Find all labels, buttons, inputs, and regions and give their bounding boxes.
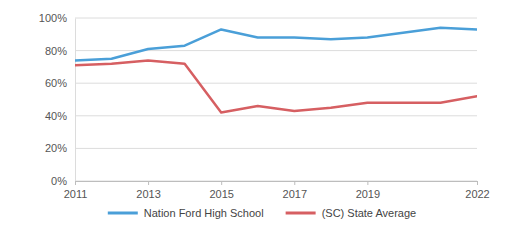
- y-tick-label: 60%: [45, 77, 67, 89]
- legend-label: (SC) State Average: [322, 207, 417, 219]
- x-axis: 2011 2013 2015 2017 2019 2022: [64, 181, 490, 200]
- x-tick-label: 2015: [209, 188, 233, 200]
- legend-swatch: [286, 212, 316, 215]
- x-tick-label: 2022: [465, 188, 489, 200]
- series-line: [75, 28, 477, 61]
- y-tick: 100%: [39, 12, 75, 24]
- grid-line: [75, 115, 477, 116]
- y-tick: 80%: [45, 45, 75, 57]
- y-tick-label: 40%: [45, 110, 67, 122]
- grid-line: [75, 83, 477, 84]
- legend-item: (SC) State Average: [286, 207, 417, 219]
- x-tick-label: 2013: [136, 188, 160, 200]
- x-tick-mark: [221, 181, 222, 185]
- y-tick: 40%: [45, 110, 75, 122]
- x-tick: 2015: [209, 181, 233, 200]
- y-tick-label: 100%: [39, 12, 67, 24]
- legend-swatch: [108, 212, 138, 215]
- plot: 0%20%40%60%80%100%2011201320152017201920…: [39, 12, 490, 200]
- legend-item: Nation Ford High School: [108, 207, 264, 219]
- x-tick-label: 2019: [356, 188, 380, 200]
- y-tick: 0%: [51, 175, 75, 187]
- legend: Nation Ford High School (SC) State Averag…: [108, 207, 416, 219]
- x-tick-label: 2017: [283, 188, 307, 200]
- lines: [75, 28, 477, 113]
- x-tick: 2013: [136, 181, 160, 200]
- legend-label: Nation Ford High School: [144, 207, 264, 219]
- y-axis-line: [75, 19, 76, 182]
- y-axis: 0% 20% 40% 60% 80% 100%: [39, 12, 76, 187]
- y-tick: 20%: [45, 142, 75, 154]
- grid-line: [75, 18, 477, 19]
- x-tick-mark: [294, 181, 295, 185]
- y-tick: 60%: [45, 77, 75, 89]
- series-line: [75, 60, 477, 112]
- y-tick-label: 0%: [51, 175, 67, 187]
- x-tick-label: 2011: [64, 188, 88, 200]
- x-tick: 2022: [465, 181, 489, 200]
- x-tick-mark: [75, 181, 76, 185]
- grid-line: [75, 50, 477, 51]
- x-tick: 2019: [356, 181, 380, 200]
- y-tick-label: 80%: [45, 45, 67, 57]
- chart: 0%20%40%60%80%100%2011201320152017201920…: [0, 0, 524, 230]
- x-tick-mark: [477, 181, 478, 185]
- x-tick-mark: [148, 181, 149, 185]
- grid-line: [75, 148, 477, 149]
- x-tick: 2011: [64, 181, 88, 200]
- y-tick-label: 20%: [45, 142, 67, 154]
- x-axis-line: [76, 182, 478, 186]
- x-tick: 2017: [283, 181, 307, 200]
- grid: [75, 18, 477, 181]
- x-tick-mark: [367, 181, 368, 185]
